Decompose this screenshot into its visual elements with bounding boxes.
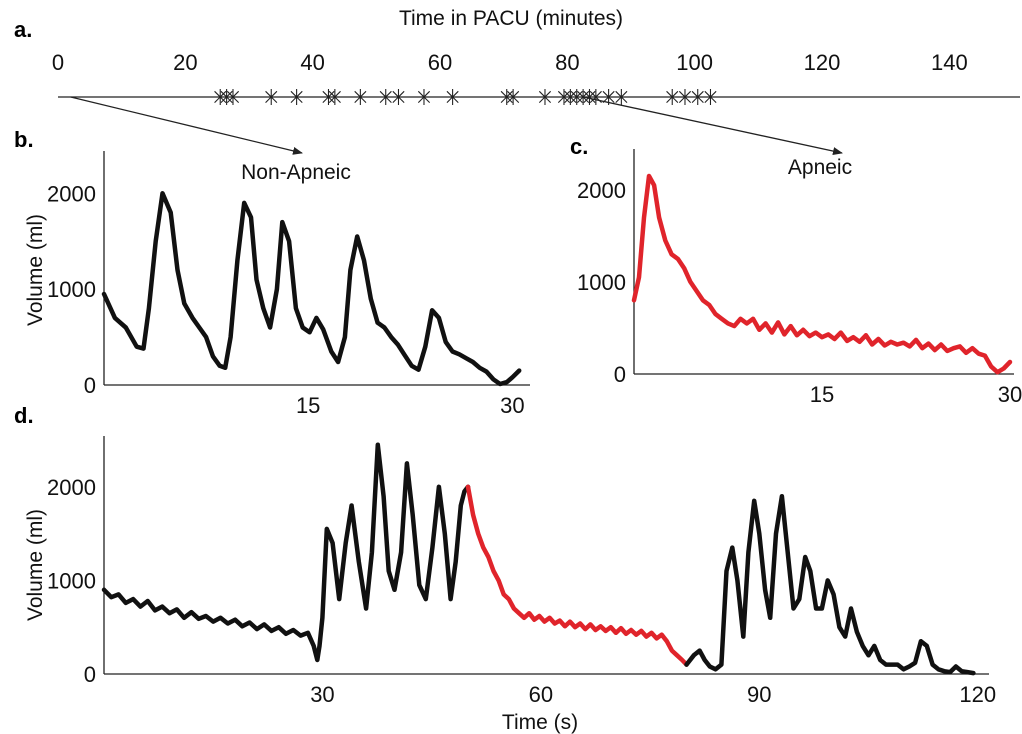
event-marker: ✳: [498, 86, 516, 111]
series-line-normal: [101, 442, 471, 663]
x-tick-label: 15: [810, 382, 834, 407]
event-marker: ✳: [326, 86, 344, 111]
timeline-tick-label: 40: [300, 50, 324, 75]
event-marker: ✳: [689, 86, 707, 111]
y-tick-label: 2000: [577, 178, 626, 203]
event-marker: ✳: [555, 86, 573, 111]
event-marker: ✳: [561, 86, 579, 111]
event-marker: ✳: [351, 86, 369, 111]
series-line-normal: [101, 191, 522, 387]
event-marker: ✳: [377, 86, 395, 111]
event-marker: ✳: [211, 86, 229, 111]
timeline-tick-label: 0: [52, 50, 64, 75]
series-line-apnea: [631, 173, 1013, 375]
y-tick-label: 1000: [47, 568, 96, 593]
x-tick-label: 60: [529, 682, 553, 707]
event-marker: ✳: [262, 86, 280, 111]
y-tick-label: 0: [84, 373, 96, 398]
event-marker: ✳: [415, 86, 433, 111]
x-tick-label: 120: [959, 682, 996, 707]
panel-d-ylabel: Volume (ml): [24, 509, 47, 621]
panel-d-xlabel: Time (s): [502, 711, 578, 734]
event-marker: ✳: [224, 86, 242, 111]
panel-b-chart: b. Non-Apneic Volume (ml) 0 1000 2000 15 30: [14, 127, 530, 418]
x-tick-label: 15: [296, 393, 320, 418]
panel-a-timeline: a. Time in PACU (minutes) 0 20 40 60 80 100 12…: [14, 7, 1020, 156]
panel-d-chart: d. Volume (ml) Time (s) 0 1000 2000 30 60 90 1…: [14, 403, 996, 734]
event-marker: ✳: [217, 86, 235, 111]
y-tick-label: 0: [84, 662, 96, 687]
panel-a-letter: a.: [14, 17, 32, 42]
panel-d-letter: d.: [14, 403, 34, 428]
panel-c-letter: c.: [570, 134, 588, 159]
y-tick-label: 1000: [47, 277, 96, 302]
timeline-title: Time in PACU (minutes): [399, 7, 623, 30]
event-marker: ✳: [288, 86, 306, 111]
callout-arrow: [70, 96, 303, 155]
panel-c-chart: c. Apneic 0 1000 2000 15 30: [570, 134, 1022, 407]
x-tick-label: 30: [998, 382, 1022, 407]
timeline-tick-label: 80: [555, 50, 579, 75]
y-tick-label: 0: [614, 362, 626, 387]
event-marker: ✳: [574, 86, 592, 111]
timeline-tick-label: 20: [173, 50, 197, 75]
y-tick-label: 2000: [47, 475, 96, 500]
event-marker: ✳: [444, 86, 462, 111]
x-tick-label: 90: [747, 682, 771, 707]
event-marker: ✳: [536, 86, 554, 111]
timeline-tick-label: 120: [804, 50, 841, 75]
panel-b-ylabel: Volume (ml): [24, 214, 47, 326]
timeline-tick-label: 100: [676, 50, 713, 75]
x-tick-label: 30: [310, 682, 334, 707]
event-marker: ✳: [389, 86, 407, 111]
y-tick-label: 1000: [577, 270, 626, 295]
event-marker: ✳: [319, 86, 337, 111]
event-marker: ✳: [504, 86, 522, 111]
timeline-tick-label: 140: [931, 50, 968, 75]
callout-arrow: [583, 96, 843, 156]
panel-c-title: Apneic: [788, 156, 852, 179]
panel-b-title: Non-Apneic: [241, 161, 351, 184]
event-marker: ✳: [587, 86, 605, 111]
timeline-tick-label: 60: [428, 50, 452, 75]
series-line-apnea: [465, 484, 689, 667]
event-marker: ✳: [676, 86, 694, 111]
event-marker: ✳: [599, 86, 617, 111]
event-marker: ✳: [663, 86, 681, 111]
series-line-normal: [684, 493, 976, 676]
panel-b-letter: b.: [14, 127, 34, 152]
y-tick-label: 2000: [47, 181, 96, 206]
event-marker: ✳: [568, 86, 586, 111]
event-marker: ✳: [701, 86, 719, 111]
x-tick-label: 30: [500, 393, 524, 418]
